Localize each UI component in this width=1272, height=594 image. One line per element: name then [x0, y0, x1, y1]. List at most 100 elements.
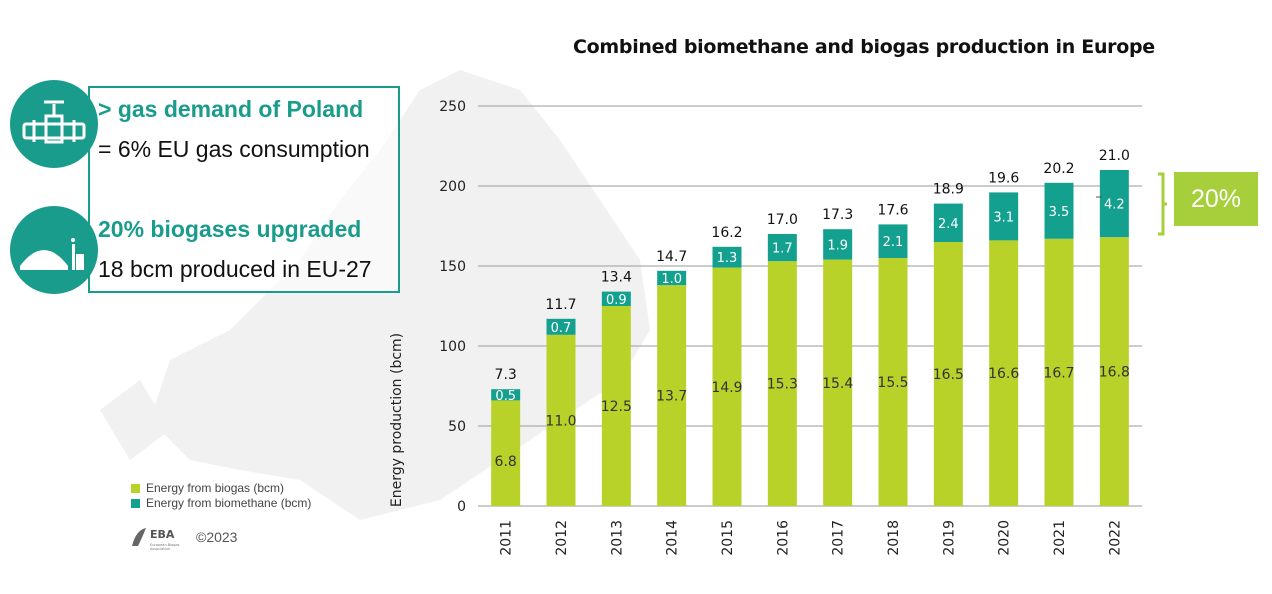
data-label-biomethane: 0.5: [495, 389, 516, 404]
bar-biomethane: [1044, 182, 1074, 239]
legend-swatch-biogas: [131, 484, 140, 494]
bar-biogas: [601, 306, 631, 506]
info-gas-consumption-text: = 6% EU gas consumption: [98, 136, 370, 162]
y-tick-label: 200: [439, 179, 466, 195]
data-label-total: 20.2: [1043, 161, 1074, 177]
gas-pipe-valve-icon: [10, 80, 98, 168]
bar-biomethane: [989, 192, 1019, 241]
legend-item-biogas: Energy from biogas (bcm): [131, 481, 284, 495]
y-tick-label: 0: [457, 499, 466, 515]
info-gas-demand-heading: > gas demand of Poland: [98, 96, 364, 122]
svg-text:EBA: EBA: [150, 528, 175, 541]
data-label-biomethane: 3.1: [993, 210, 1014, 225]
info-box: [88, 86, 400, 293]
y-tick-label: 50: [448, 419, 466, 435]
data-label-biogas: 14.9: [711, 380, 742, 396]
data-label-total: 17.3: [822, 207, 853, 223]
data-label-total: 18.9: [933, 182, 964, 198]
eba-logo: EBA European Biogas Association: [132, 528, 180, 550]
data-label-biomethane: 1.3: [717, 251, 738, 266]
legend-item-biomethane: Energy from biomethane (bcm): [131, 496, 311, 510]
info-bcm-produced-text: 18 bcm produced in EU-27: [98, 256, 372, 282]
y-tick-label: 250: [439, 99, 466, 115]
x-tick-label: 2011: [499, 520, 515, 556]
chart-title: Combined biomethane and biogas productio…: [573, 36, 1155, 58]
data-label-biogas: 12.5: [601, 399, 632, 415]
svg-text:Association: Association: [150, 547, 170, 550]
x-tick-label: 2019: [941, 520, 957, 556]
x-tick-label: 2017: [831, 520, 847, 556]
bar-biogas: [657, 285, 687, 506]
bar-biogas: [823, 259, 853, 506]
data-label-total: 17.6: [877, 202, 908, 218]
data-label-biomethane: 1.0: [661, 272, 682, 287]
x-tick-label: 2018: [886, 520, 902, 556]
legend-label-biomethane: Energy from biomethane (bcm): [146, 496, 312, 510]
data-label-total: 17.0: [767, 212, 798, 228]
bar-biomethane: [601, 291, 631, 306]
data-label-total: 11.7: [545, 297, 576, 313]
bar-biomethane: [546, 318, 576, 335]
y-tick-label: 100: [439, 339, 466, 355]
x-tick-label: 2013: [609, 520, 625, 556]
biogas-plant-icon: [10, 206, 98, 294]
y-tick-label: 150: [439, 259, 466, 275]
data-label-total: 7.3: [495, 367, 517, 383]
share-bracket: [1158, 172, 1167, 236]
bar-biomethane: [933, 203, 963, 242]
info-biogas-upgraded-heading: 20% biogases upgraded: [98, 216, 362, 242]
data-label-total: 21.0: [1099, 148, 1130, 164]
bar-biogas: [878, 258, 908, 506]
x-tick-label: 2015: [720, 520, 736, 556]
data-label-biomethane: 0.9: [606, 293, 627, 308]
x-tick-label: 2012: [554, 520, 570, 556]
bar-biogas: [1099, 237, 1129, 506]
data-label-biogas: 16.6: [988, 366, 1019, 382]
bar-biomethane: [491, 389, 521, 401]
x-tick-label: 2020: [997, 520, 1013, 556]
bar-biogas: [546, 334, 576, 506]
svg-text:European Biogas: European Biogas: [150, 543, 180, 547]
data-label-total: 19.6: [988, 170, 1019, 186]
data-label-biomethane: 4.2: [1104, 198, 1125, 213]
data-label-total: 14.7: [656, 249, 687, 265]
bar-biogas: [491, 400, 521, 506]
data-label-total: 13.4: [601, 270, 632, 286]
x-tick-label: 2021: [1052, 520, 1068, 556]
x-tick-label: 2022: [1107, 520, 1123, 556]
bar-biogas: [1044, 238, 1074, 507]
biomethane-share-badge: 20%: [1174, 172, 1258, 226]
legend-swatch-biomethane: [131, 499, 140, 509]
data-label-biomethane: 1.9: [827, 238, 848, 253]
y-axis-title: Energy production (bcm): [389, 333, 405, 507]
data-label-biomethane: 1.7: [772, 242, 793, 257]
bar-biogas: [989, 240, 1019, 506]
bar-biogas: [933, 242, 963, 506]
data-label-biogas: 13.7: [656, 389, 687, 405]
copyright-text: ©2023: [196, 529, 238, 545]
data-label-biogas: 16.5: [933, 367, 964, 383]
x-tick-label: 2014: [665, 520, 681, 556]
data-label-biogas: 6.8: [495, 454, 517, 470]
bar-biomethane: [657, 270, 687, 286]
data-label-biogas: 15.5: [877, 375, 908, 391]
data-label-biomethane: 3.5: [1049, 205, 1070, 220]
bar-biogas: [767, 261, 797, 506]
data-label-biomethane: 2.1: [883, 235, 904, 250]
bar-biomethane: [712, 246, 742, 268]
data-label-biogas: 16.7: [1043, 365, 1074, 381]
data-label-biogas: 15.4: [822, 376, 853, 392]
bar-biomethane: [878, 224, 908, 258]
x-tick-label: 2016: [775, 520, 791, 556]
bar-biomethane: [823, 229, 853, 260]
data-label-total: 16.2: [711, 225, 742, 241]
legend-label-biogas: Energy from biogas (bcm): [146, 481, 285, 495]
data-label-biogas: 15.3: [767, 377, 798, 393]
data-label-biomethane: 0.7: [551, 321, 572, 336]
data-label-biogas: 11.0: [545, 413, 576, 429]
data-label-biogas: 16.8: [1099, 365, 1130, 381]
data-label-biomethane: 2.4: [938, 217, 959, 232]
bar-biomethane: [1099, 170, 1129, 238]
